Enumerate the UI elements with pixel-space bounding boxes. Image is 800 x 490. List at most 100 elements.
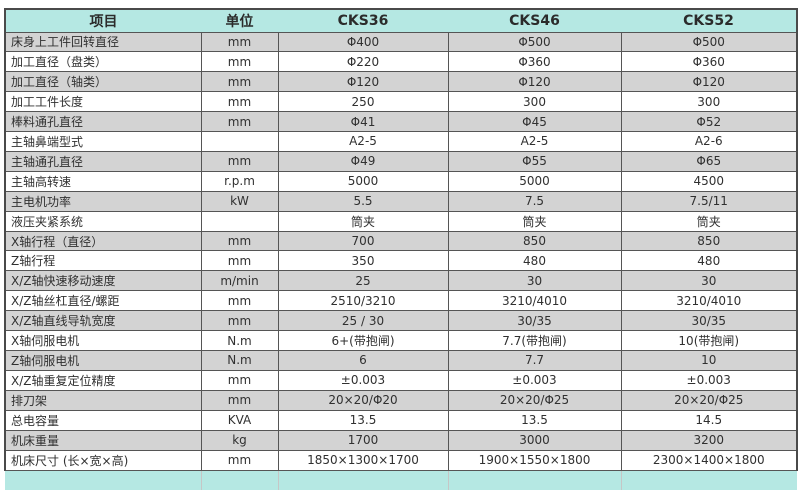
cell-value: A2-5 bbox=[447, 131, 622, 152]
table-header-row: 项目 单位 CKS36 CKS46 CKS52 bbox=[4, 8, 798, 33]
cell-value: 30/35 bbox=[620, 310, 798, 332]
column-header-unit: 单位 bbox=[201, 8, 278, 33]
cell-value: 350 bbox=[277, 250, 449, 272]
cell-value: mm bbox=[200, 150, 279, 172]
row-label: 机床重量 bbox=[4, 429, 202, 451]
cell-value: 2510/3210 bbox=[277, 290, 449, 312]
cell-value: 4500 bbox=[620, 170, 798, 192]
table-row: 液压夹紧系统 筒夹 筒夹 筒夹 bbox=[4, 210, 798, 232]
table-row: 机床尺寸 (长×宽×高) mm 1850×1300×1700 1900×1550×18… bbox=[4, 449, 798, 471]
table-row: X/Z轴重复定位精度 mm ±0.003 ±0.003 ±0.003 bbox=[4, 369, 798, 391]
cell-value: 6 bbox=[277, 350, 449, 371]
row-label: 主电机功率 bbox=[4, 190, 202, 212]
row-label: X/Z轴丝杠直径/螺距 bbox=[4, 290, 202, 312]
table-row: 总电容量 KVA 13.5 13.5 14.5 bbox=[4, 409, 798, 431]
table-row: 机床重量 kg 1700 3000 3200 bbox=[4, 429, 798, 451]
footer-cell bbox=[277, 470, 448, 490]
cell-value: 250 bbox=[277, 91, 449, 113]
cell-value: Φ45 bbox=[447, 111, 622, 133]
row-label: 主轴鼻端型式 bbox=[4, 131, 202, 152]
footer-cell bbox=[447, 470, 621, 490]
cell-value: 7.7 bbox=[447, 350, 622, 371]
cell-value: ±0.003 bbox=[620, 369, 798, 391]
row-label: 加工直径（轴类） bbox=[4, 71, 202, 93]
cell-value: 6+(带抱闸) bbox=[277, 330, 449, 351]
cell-value: 14.5 bbox=[620, 409, 798, 431]
column-header-cks52: CKS52 bbox=[621, 8, 798, 33]
row-label: X/Z轴重复定位精度 bbox=[4, 369, 202, 391]
row-label: 总电容量 bbox=[4, 409, 202, 431]
cell-value: 1850×1300×1700 bbox=[277, 449, 449, 471]
cell-value: 30 bbox=[620, 270, 798, 292]
row-label: 排刀架 bbox=[4, 389, 202, 411]
cell-value: 480 bbox=[447, 250, 622, 272]
cell-value: 1900×1550×1800 bbox=[447, 449, 622, 471]
cell-value: Φ120 bbox=[620, 71, 798, 93]
cell-value: 7.5/11 bbox=[620, 190, 798, 212]
cell-value: 3000 bbox=[447, 429, 622, 451]
cell-value: 20×20/Φ25 bbox=[620, 389, 798, 411]
table-row: X/Z轴直线导轨宽度 mm 25 / 30 30/35 30/35 bbox=[4, 310, 798, 332]
table-body: 床身上工件回转直径 mm Φ400 Φ500 Φ500 加工直径（盘类） mm Φ220 Φ36… bbox=[4, 31, 798, 471]
footer-cell bbox=[620, 470, 797, 490]
cell-value: 30 bbox=[447, 270, 622, 292]
row-label: Z轴行程 bbox=[4, 250, 202, 272]
cell-value: mm bbox=[200, 369, 279, 391]
cell-value: 筒夹 bbox=[620, 210, 798, 232]
machine-spec-table: 项目 单位 CKS36 CKS46 CKS52 床身上工件回转直径 mm Φ400 Φ… bbox=[4, 8, 798, 490]
cell-value: Φ52 bbox=[620, 111, 798, 133]
cell-value: mm bbox=[200, 389, 279, 411]
cell-value: 25 / 30 bbox=[277, 310, 449, 332]
cell-value bbox=[200, 210, 279, 232]
cell-value: 300 bbox=[447, 91, 622, 113]
row-label: 主轴高转速 bbox=[4, 170, 202, 192]
cell-value: mm bbox=[200, 51, 279, 73]
cell-value: 300 bbox=[620, 91, 798, 113]
table-row: 排刀架 mm 20×20/Φ20 20×20/Φ25 20×20/Φ25 bbox=[4, 389, 798, 411]
footer-cell bbox=[5, 470, 201, 490]
cell-value: 7.7(带抱闸) bbox=[447, 330, 622, 351]
row-label: X轴行程（直径） bbox=[4, 230, 202, 252]
row-label: X轴伺服电机 bbox=[4, 330, 202, 351]
row-label: Z轴伺服电机 bbox=[4, 350, 202, 371]
cell-value: 2300×1400×1800 bbox=[620, 449, 798, 471]
cell-value: Φ55 bbox=[447, 150, 622, 172]
cell-value: N.m bbox=[200, 350, 279, 371]
cell-value: 5000 bbox=[277, 170, 449, 192]
cell-value: 10 bbox=[620, 350, 798, 371]
cell-value: 13.5 bbox=[447, 409, 622, 431]
cell-value: ±0.003 bbox=[277, 369, 449, 391]
cell-value: Φ120 bbox=[277, 71, 449, 93]
cell-value: kg bbox=[200, 429, 279, 451]
cell-value: 850 bbox=[447, 230, 622, 252]
cell-value: 20×20/Φ25 bbox=[447, 389, 622, 411]
table-row: 主轴通孔直径 mm Φ49 Φ55 Φ65 bbox=[4, 150, 798, 172]
column-header-cks36: CKS36 bbox=[278, 8, 448, 33]
table-row: X/Z轴丝杠直径/螺距 mm 2510/3210 3210/4010 3210/4010 bbox=[4, 290, 798, 312]
row-label: 棒料通孔直径 bbox=[4, 111, 202, 133]
cell-value: Φ500 bbox=[620, 31, 798, 53]
row-label: X/Z轴快速移动速度 bbox=[4, 270, 202, 292]
row-label: 机床尺寸 (长×宽×高) bbox=[4, 449, 202, 471]
cell-value: A2-6 bbox=[620, 131, 798, 152]
cell-value: 20×20/Φ20 bbox=[277, 389, 449, 411]
cell-value: Φ120 bbox=[447, 71, 622, 93]
cell-value: r.p.m bbox=[200, 170, 279, 192]
cell-value: 480 bbox=[620, 250, 798, 272]
cell-value: Φ360 bbox=[447, 51, 622, 73]
table-row: Z轴伺服电机 N.m 6 7.7 10 bbox=[4, 350, 798, 371]
column-header-cks46: CKS46 bbox=[448, 8, 621, 33]
cell-value: mm bbox=[200, 91, 279, 113]
cell-value: mm bbox=[200, 31, 279, 53]
cell-value: 25 bbox=[277, 270, 449, 292]
cell-value: 30/35 bbox=[447, 310, 622, 332]
cell-value: Φ400 bbox=[277, 31, 449, 53]
cell-value bbox=[200, 131, 279, 152]
table-row: 加工直径（轴类） mm Φ120 Φ120 Φ120 bbox=[4, 71, 798, 93]
cell-value: Φ41 bbox=[277, 111, 449, 133]
table-row: 主电机功率 kW 5.5 7.5 7.5/11 bbox=[4, 190, 798, 212]
cell-value: mm bbox=[200, 449, 279, 471]
cell-value: ±0.003 bbox=[447, 369, 622, 391]
cell-value: 5.5 bbox=[277, 190, 449, 212]
